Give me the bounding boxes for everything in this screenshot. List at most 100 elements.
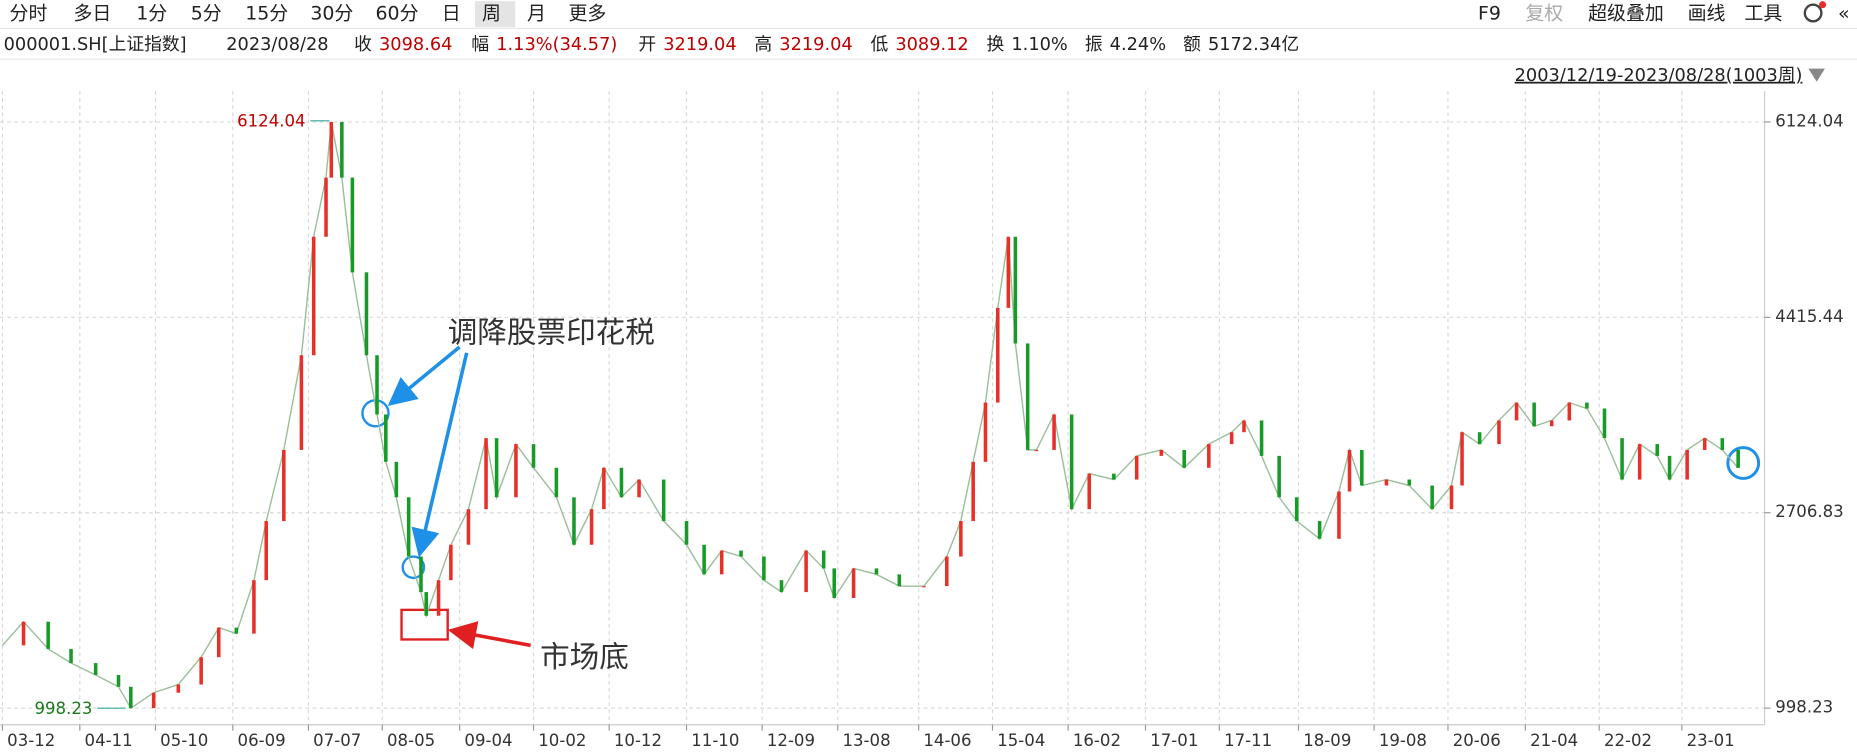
candle-body (1567, 402, 1572, 421)
candle-body (684, 521, 689, 545)
range-dropdown[interactable] (1808, 68, 1825, 82)
x-tick-label: 10-12 (614, 731, 662, 750)
candle-body (922, 586, 926, 588)
period-tab[interactable]: 周 (482, 3, 501, 25)
candle-body (1655, 444, 1660, 456)
x-tick-label: 15-04 (997, 731, 1045, 750)
candle-body (1407, 479, 1412, 486)
candle-body (1497, 420, 1501, 445)
period-tab[interactable]: 更多 (569, 3, 607, 25)
candle-body (1006, 236, 1011, 308)
candle-body (1360, 449, 1364, 486)
bottom-arrow (447, 621, 531, 650)
x-tick-label: 06-09 (238, 731, 286, 750)
marker-circle (1726, 446, 1761, 480)
period-tab[interactable]: 日 (442, 3, 461, 25)
candle-body (1259, 420, 1264, 456)
candle-body (324, 177, 328, 237)
x-tick-label: 13-08 (842, 731, 890, 750)
price-line (1, 121, 1739, 710)
max-label: 6124.04 (237, 111, 306, 130)
period-tab[interactable]: 分时 (10, 3, 48, 25)
candle-body (1134, 455, 1139, 480)
tool-button[interactable]: 画线 (1688, 3, 1726, 25)
field-label: 额 (1183, 34, 1201, 55)
tool-button[interactable]: 超级叠加 (1588, 3, 1664, 25)
period-tab[interactable]: 15分 (245, 3, 288, 25)
field-value: 4.24% (1110, 35, 1166, 55)
candle-body (1052, 414, 1056, 450)
period-tab[interactable]: 多日 (74, 3, 112, 25)
date: 2023/08/28 (226, 35, 328, 55)
field-value: 1.13%(34.57) (496, 35, 617, 55)
candle-body (1720, 438, 1725, 450)
candle-body (1337, 491, 1341, 539)
x-tick-label: 17-01 (1150, 731, 1198, 750)
candle-body (589, 509, 594, 545)
candle-body (1034, 449, 1039, 452)
candle-body (739, 550, 743, 557)
field-label: 换 (987, 34, 1005, 55)
candle-body (1229, 432, 1234, 445)
candle-body (1514, 402, 1519, 421)
candle-body (466, 509, 471, 545)
candle-body (419, 556, 423, 593)
candle-body (1736, 449, 1740, 468)
candle-body (661, 479, 666, 522)
period-tab[interactable]: 月 (527, 3, 546, 25)
collapse-icon[interactable]: « (1838, 3, 1850, 25)
candle-body (1112, 473, 1116, 480)
candle-body (311, 236, 316, 356)
candle-body (1384, 479, 1389, 486)
y-tick-label: 6124.04 (1775, 111, 1844, 130)
candle-body (329, 121, 334, 178)
period-tab[interactable]: 1分 (136, 3, 167, 25)
candle-body (69, 648, 73, 664)
candle-body (216, 627, 221, 658)
range-label[interactable]: 2003/12/19-2023/08/28(1003周) (1515, 66, 1803, 86)
candle-body (1347, 449, 1352, 492)
x-tick-label: 21-04 (1530, 731, 1578, 750)
candle-body (702, 544, 706, 575)
candle-body (572, 497, 576, 545)
candle-body (1069, 414, 1074, 510)
settings-icon[interactable] (1803, 3, 1823, 23)
x-tick-label: 05-10 (160, 731, 208, 750)
candle-body (1294, 497, 1299, 522)
period-tab[interactable]: 30分 (310, 3, 353, 25)
candle-body (384, 414, 388, 462)
candle-body (1477, 432, 1482, 445)
tool-button[interactable]: F9 (1478, 3, 1501, 25)
field-label: 低 (870, 34, 888, 55)
candle-body (851, 568, 856, 599)
field-value: 3089.12 (895, 35, 968, 55)
field-label: 收 (354, 34, 372, 55)
candle-body (1685, 449, 1689, 480)
callout-arrow (387, 345, 461, 406)
candle-body (151, 692, 156, 709)
min-label: 998.23 (34, 699, 92, 718)
symbol: 000001.SH[上证指数] (4, 34, 187, 55)
field-value: 3219.04 (663, 35, 736, 55)
period-tab[interactable]: 60分 (375, 3, 418, 25)
candle-body (762, 556, 766, 581)
candle-body (264, 521, 269, 581)
candle-body (46, 621, 50, 649)
field-label: 幅 (471, 34, 489, 55)
tool-button[interactable]: 工具 (1744, 3, 1782, 25)
candle-body (832, 568, 837, 599)
candle-body (1087, 473, 1092, 510)
candle-body (1207, 444, 1211, 468)
x-tick-label: 19-08 (1379, 731, 1427, 750)
field-label: 高 (754, 34, 772, 55)
candle-body (1317, 521, 1322, 539)
candle-body (514, 444, 518, 498)
candle-body (1620, 438, 1624, 480)
candle-body (897, 574, 902, 587)
x-tick-label: 17-11 (1224, 731, 1272, 750)
period-tab[interactable]: 5分 (191, 3, 222, 25)
tool-button[interactable]: 复权 (1525, 3, 1563, 25)
candle-body (494, 438, 499, 498)
x-tick-label: 10-02 (538, 731, 586, 750)
